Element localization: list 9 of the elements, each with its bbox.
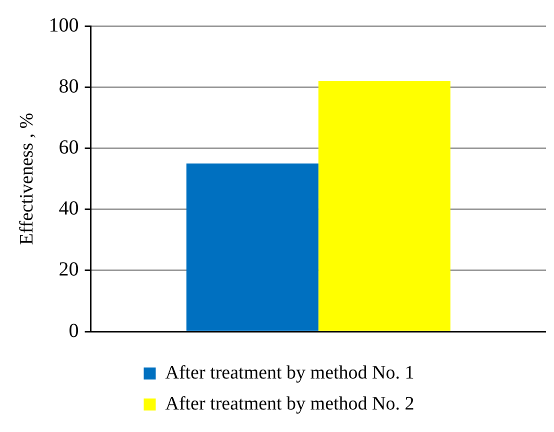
legend-label: After treatment by method No. 2 bbox=[165, 393, 414, 414]
y-tick-label: 20 bbox=[58, 258, 79, 281]
y-tick-label: 100 bbox=[48, 14, 79, 36]
y-tick-label: 40 bbox=[58, 198, 79, 220]
y-tick-label: 60 bbox=[58, 136, 79, 158]
y-axis-title: Effectiveness , % bbox=[16, 112, 38, 245]
legend-label: After treatment by method No. 1 bbox=[165, 362, 414, 384]
y-tick-label: 0 bbox=[68, 320, 79, 342]
y-tick-label: 80 bbox=[58, 75, 79, 98]
